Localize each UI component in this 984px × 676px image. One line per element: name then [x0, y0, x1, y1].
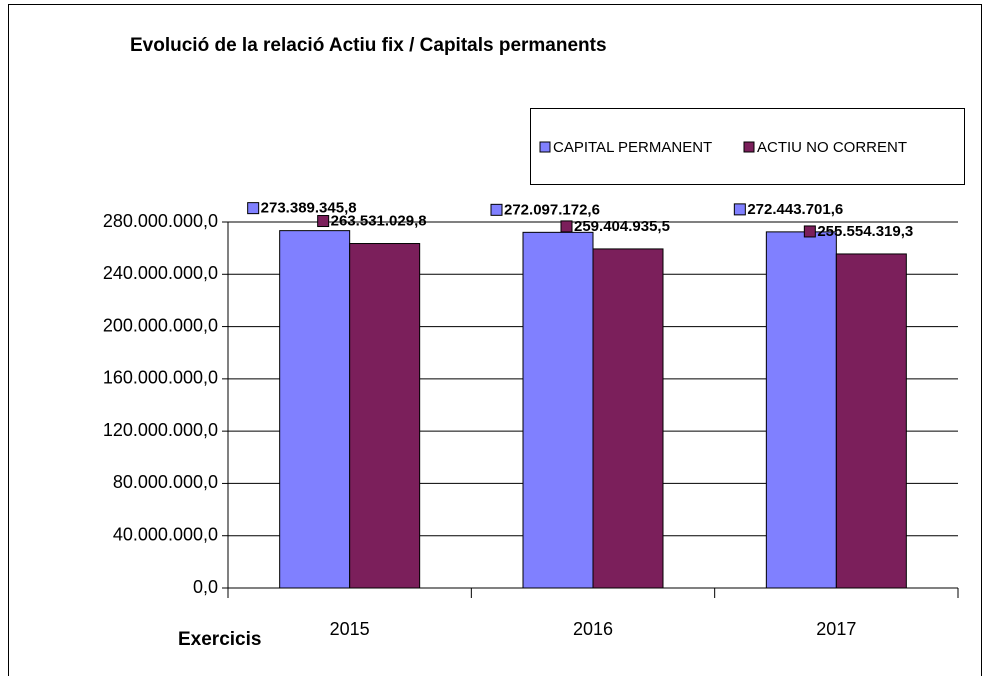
chart-title: Evolució de la relació Actiu fix / Capit… — [130, 35, 607, 56]
bar — [592, 248, 664, 589]
y-tick-label: 80.000.000,0 — [113, 472, 218, 492]
bar — [279, 230, 351, 589]
x-axis-label: Exercicis — [178, 629, 261, 650]
bar — [349, 243, 421, 589]
y-tick-label: 0,0 — [193, 577, 218, 597]
y-tick-label: 280.000.000,0 — [103, 211, 218, 231]
data-label: 259.404.935,5 — [574, 218, 670, 235]
data-label-key — [490, 203, 503, 216]
legend-label: CAPITAL PERMANENT — [553, 139, 712, 156]
legend-swatch — [743, 141, 755, 153]
legend-label: ACTIU NO CORRENT — [757, 139, 907, 156]
data-label-key — [803, 225, 816, 238]
y-tick-label: 120.000.000,0 — [103, 420, 218, 440]
data-label-key — [317, 215, 330, 228]
x-tick-label: 2016 — [573, 619, 613, 639]
data-label: 272.443.701,6 — [747, 201, 843, 218]
data-label: 273.389.345,8 — [261, 200, 357, 217]
x-tick-label: 2015 — [330, 619, 370, 639]
data-label: 263.531.029,8 — [331, 212, 427, 229]
y-tick-label: 200.000.000,0 — [103, 315, 218, 335]
data-label-key — [560, 220, 573, 233]
chart-frame — [8, 4, 982, 676]
x-tick-label: 2017 — [816, 619, 856, 639]
bar — [765, 231, 837, 589]
y-tick-label: 160.000.000,0 — [103, 368, 218, 388]
bar — [835, 253, 907, 589]
data-label-key — [247, 202, 260, 215]
y-tick-label: 40.000.000,0 — [113, 524, 218, 544]
data-label: 272.097.172,6 — [504, 201, 600, 218]
data-label-key — [733, 203, 746, 216]
y-tick-label: 240.000.000,0 — [103, 263, 218, 283]
data-label: 255.554.319,3 — [817, 223, 913, 240]
legend-swatch — [539, 141, 551, 153]
bar — [522, 231, 594, 589]
